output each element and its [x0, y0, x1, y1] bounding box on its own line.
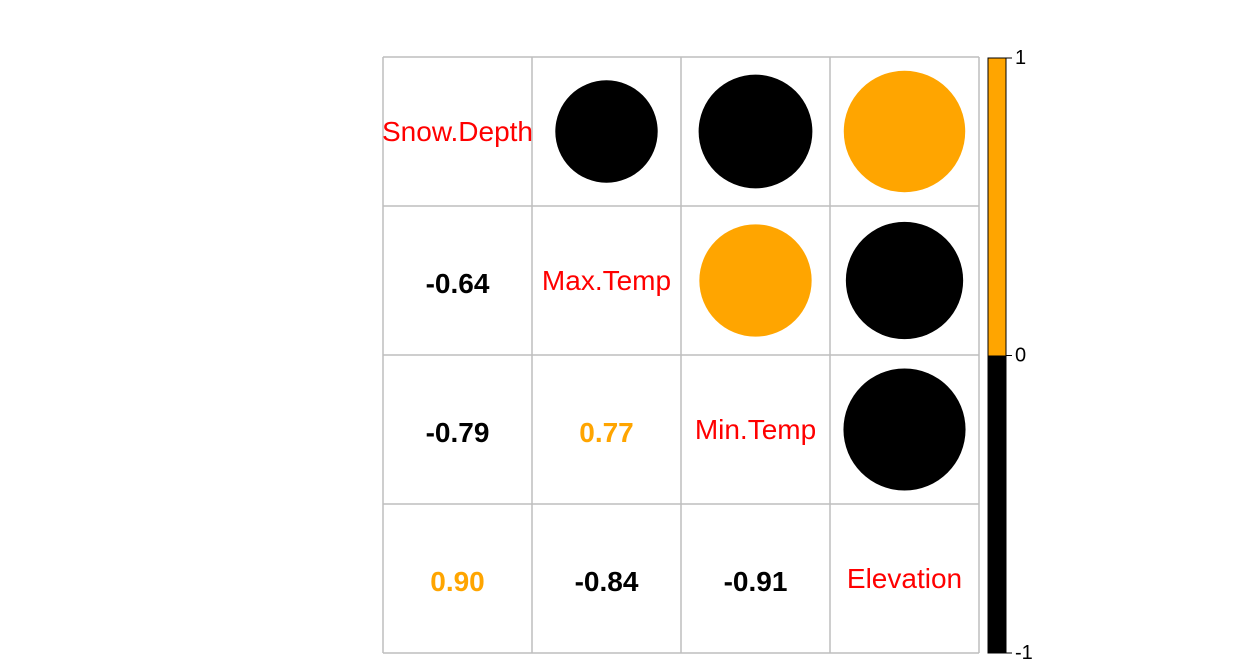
corr-circle-Min.Temp-Elevation: [843, 368, 966, 491]
colorbar-tick-label: 0: [1015, 345, 1026, 367]
colorbar-tick-label: 1: [1015, 47, 1026, 69]
colorbar-tick-label: -1: [1015, 642, 1033, 664]
corr-circle-Snow.Depth-Min.Temp: [698, 74, 813, 189]
corr-value-label: 0.77: [579, 417, 634, 448]
colorbar-negative-segment: [988, 355, 1006, 653]
corr-value-label: -0.91: [724, 566, 788, 597]
variable-label: Snow.Depth: [382, 116, 533, 147]
variable-label: Max.Temp: [542, 265, 671, 296]
corr-value-label: -0.79: [426, 417, 490, 448]
corr-circle-Snow.Depth-Max.Temp: [555, 80, 658, 183]
corr-circle-Max.Temp-Elevation: [845, 221, 964, 340]
variable-label: Min.Temp: [695, 414, 816, 445]
corr-circle-Snow.Depth-Elevation: [843, 70, 966, 193]
colorbar-positive-segment: [988, 58, 1006, 356]
corr-value-label: -0.64: [426, 268, 490, 299]
corr-circle-Max.Temp-Min.Temp: [699, 224, 812, 337]
corr-value-label: 0.90: [430, 566, 485, 597]
corr-value-label: -0.84: [575, 566, 639, 597]
variable-label: Elevation: [847, 563, 962, 594]
